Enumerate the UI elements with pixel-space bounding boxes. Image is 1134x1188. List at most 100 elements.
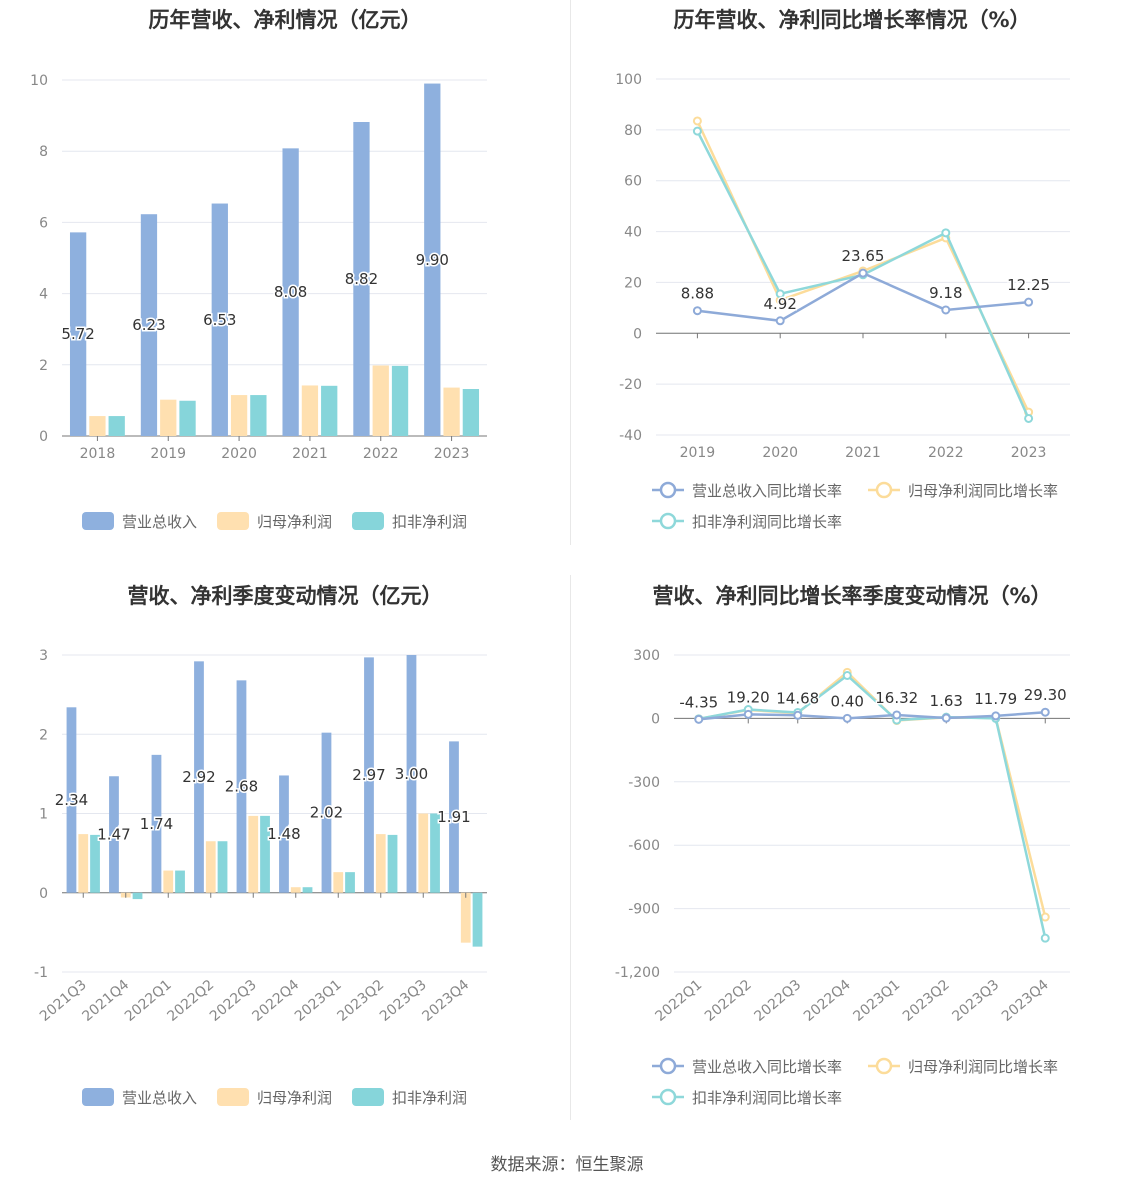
x-tick-label: 2023Q3 bbox=[377, 977, 430, 1025]
chart-title: 营收、净利同比增长率季度变动情况（%） bbox=[652, 584, 1052, 608]
data-label: 16.32 bbox=[875, 689, 918, 707]
x-tick-label: 2023 bbox=[434, 446, 470, 462]
data-point bbox=[991, 711, 1001, 721]
quarterly-growth-rate-chart: 营收、净利同比增长率季度变动情况（%） -1,200 -900 -600 -300 0 3… bbox=[570, 575, 1134, 1135]
legend-swatch bbox=[82, 1088, 114, 1106]
data-label: 2.92 bbox=[182, 768, 215, 786]
bar bbox=[282, 148, 299, 437]
bar bbox=[279, 775, 289, 893]
bar bbox=[406, 655, 417, 893]
bar bbox=[89, 416, 106, 436]
bar bbox=[194, 661, 204, 893]
legend-swatch bbox=[352, 1088, 384, 1106]
x-tick-label: 2023Q4 bbox=[999, 977, 1052, 1025]
legend-marker bbox=[659, 481, 677, 499]
data-label: 11.79 bbox=[974, 690, 1017, 708]
bar bbox=[333, 872, 344, 893]
data-label: 19.20 bbox=[727, 688, 770, 706]
x-tick-label: 2022Q3 bbox=[207, 977, 260, 1025]
data-point bbox=[694, 714, 704, 724]
data-label: 1.47 bbox=[97, 826, 130, 844]
data-point bbox=[842, 670, 852, 680]
legend-label: 扣非净利润 bbox=[392, 1089, 467, 1107]
legend-swatch bbox=[217, 1088, 249, 1106]
x-tick-label: 2021 bbox=[845, 445, 881, 461]
y-tick-label: 300 bbox=[633, 648, 660, 664]
bar bbox=[430, 813, 440, 893]
bar bbox=[109, 776, 119, 893]
legend-marker bbox=[659, 512, 677, 530]
data-label: 9.90 bbox=[416, 251, 449, 269]
data-label: 4.92 bbox=[763, 295, 796, 313]
bar bbox=[345, 872, 355, 893]
data-point bbox=[858, 268, 868, 278]
x-tick-label: 2022Q1 bbox=[122, 977, 175, 1025]
chart-title: 营收、净利季度变动情况（亿元） bbox=[127, 584, 443, 608]
data-point bbox=[1024, 297, 1034, 307]
data-label: 2.02 bbox=[310, 804, 343, 822]
data-label: 9.18 bbox=[929, 284, 962, 302]
x-tick-label: 2019 bbox=[680, 445, 716, 461]
data-label: 23.65 bbox=[842, 247, 885, 265]
y-tick-label: 40 bbox=[624, 225, 642, 241]
x-tick-label: 2023Q4 bbox=[419, 977, 472, 1025]
y-tick-label: 2 bbox=[39, 727, 48, 743]
bar bbox=[78, 834, 89, 893]
data-label: 3.00 bbox=[395, 765, 428, 783]
y-tick-label: 0 bbox=[651, 711, 660, 727]
data-label: 1.63 bbox=[930, 692, 963, 710]
data-point bbox=[1040, 912, 1050, 922]
x-tick-label: 2022Q4 bbox=[249, 977, 302, 1025]
quarterly-growth-rate-plot: -1,200 -900 -600 -300 0 300 2022Q12022Q22022Q3… bbox=[615, 648, 1070, 1107]
bar bbox=[140, 214, 158, 436]
x-tick-label: 2018 bbox=[80, 446, 116, 462]
data-point bbox=[941, 305, 951, 315]
bar bbox=[424, 83, 441, 436]
bar bbox=[364, 657, 374, 893]
legend-marker bbox=[875, 1057, 893, 1075]
y-tick-label: 6 bbox=[39, 215, 48, 231]
legend-label: 营业总收入 bbox=[122, 1089, 197, 1107]
annual-revenue-profit-plot: 0 2 4 6 8 10 5.72 2018 6.23 2019 6.53 2020 8.08 2021 8… bbox=[30, 73, 487, 531]
bar bbox=[160, 399, 177, 436]
bar bbox=[290, 887, 301, 893]
data-point bbox=[692, 126, 702, 136]
data-point bbox=[1040, 933, 1050, 943]
legend-label: 归母净利润 bbox=[257, 513, 332, 531]
x-tick-label: 2022Q2 bbox=[164, 977, 217, 1025]
data-label: -4.35 bbox=[679, 693, 718, 711]
bar bbox=[449, 741, 459, 893]
bar bbox=[250, 395, 267, 436]
data-label: 1.74 bbox=[140, 815, 173, 833]
bar bbox=[387, 834, 398, 893]
data-point bbox=[692, 306, 702, 316]
y-tick-label: -900 bbox=[628, 902, 660, 918]
bar bbox=[230, 395, 248, 436]
bar bbox=[179, 400, 196, 436]
legend-label: 扣非净利润同比增长率 bbox=[692, 1089, 842, 1107]
bar bbox=[391, 365, 409, 436]
data-label: 12.25 bbox=[1007, 276, 1050, 294]
bar bbox=[443, 387, 460, 436]
legend-swatch bbox=[82, 512, 114, 530]
chart-title: 历年营收、净利情况（亿元） bbox=[148, 8, 422, 32]
data-label: 6.23 bbox=[132, 316, 165, 334]
y-tick-label: 3 bbox=[39, 648, 48, 664]
y-tick-label: -300 bbox=[628, 775, 660, 791]
vertical-divider-top bbox=[570, 0, 571, 545]
bar bbox=[302, 887, 313, 893]
legend-marker bbox=[659, 1057, 677, 1075]
bar bbox=[132, 892, 143, 900]
x-tick-label: 2023Q1 bbox=[850, 977, 903, 1025]
annual-revenue-profit-chart: 历年营收、净利情况（亿元） 0 2 4 6 8 10 5.72 2018 6.23 2019 6.5… bbox=[0, 0, 570, 560]
data-label: 2.97 bbox=[352, 766, 385, 784]
x-tick-label: 2022Q3 bbox=[751, 977, 804, 1025]
x-tick-label: 2023 bbox=[1011, 445, 1047, 461]
bar bbox=[472, 892, 483, 947]
data-point bbox=[743, 709, 753, 719]
x-tick-label: 2023Q1 bbox=[292, 977, 345, 1025]
x-tick-label: 2019 bbox=[150, 446, 186, 462]
data-point bbox=[892, 710, 902, 720]
bar bbox=[260, 815, 270, 893]
